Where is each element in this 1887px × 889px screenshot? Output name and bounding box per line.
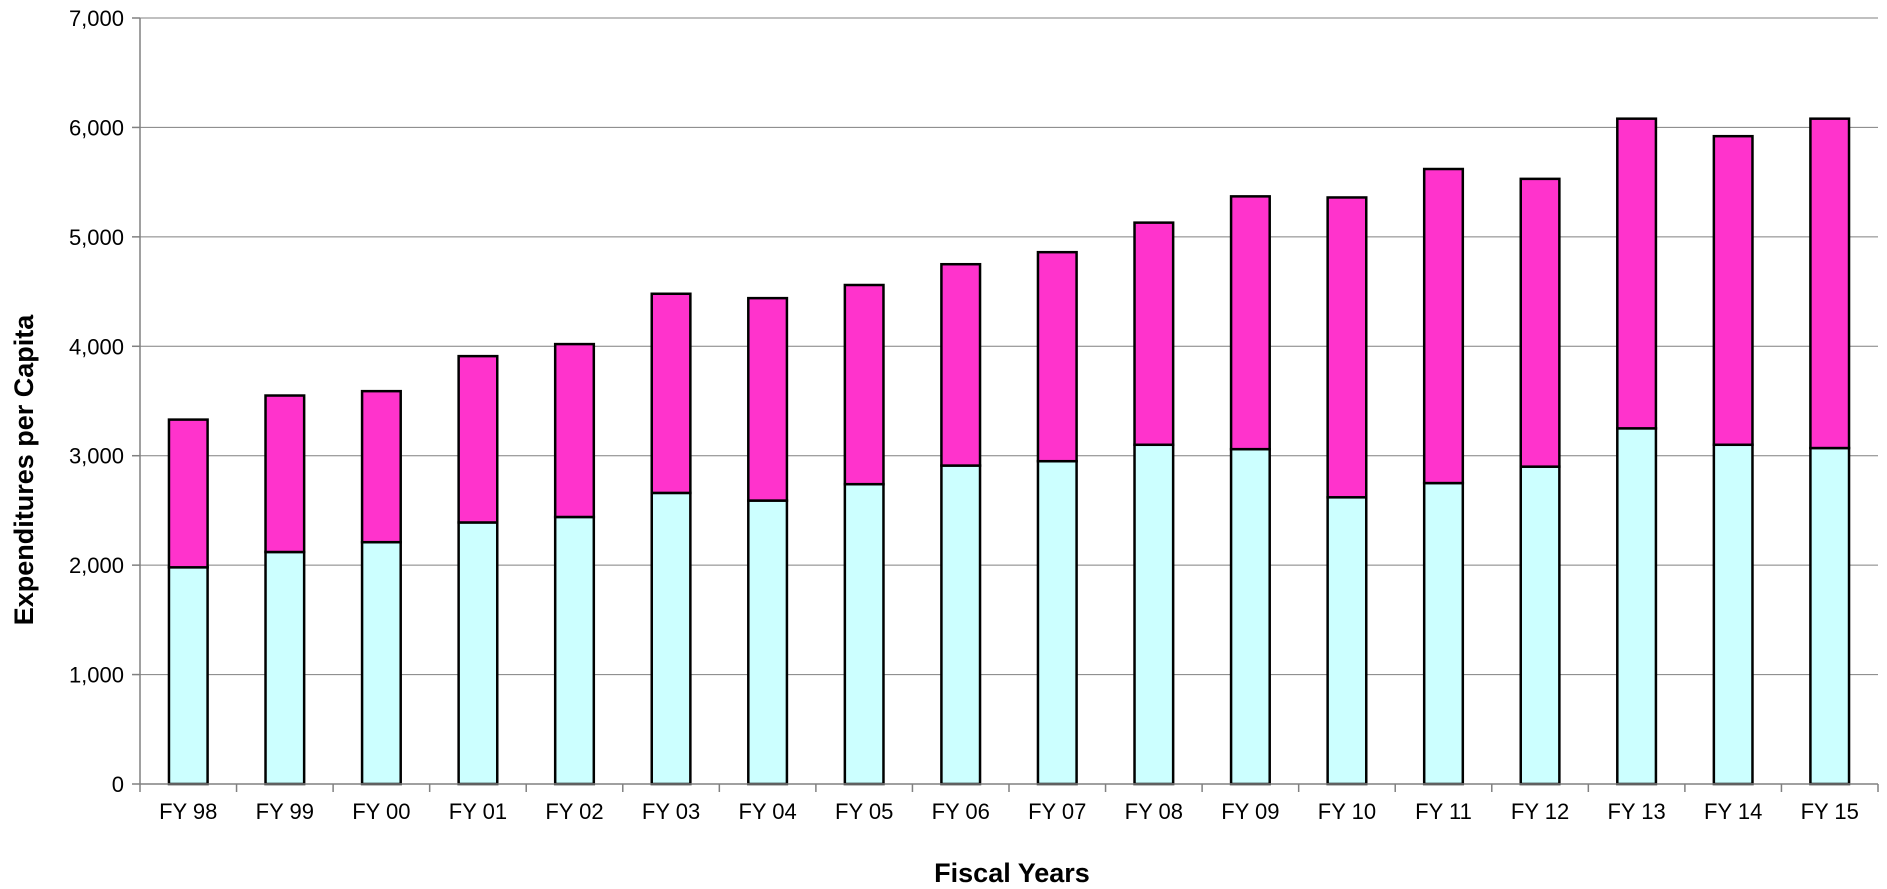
y-tick-label: 7,000 [69,6,124,31]
gridlines [132,17,1879,792]
x-tick-label: FY 02 [545,799,603,824]
x-tick-label: FY 98 [159,799,217,824]
bar-segment-1 [940,464,982,786]
bar-segment-1 [1519,465,1561,786]
x-tick-label: FY 03 [642,799,700,824]
bar-segment-1 [553,515,596,786]
bar-segment-1 [1133,443,1175,786]
x-tick-label: FY 08 [1125,799,1183,824]
bar-segment-2 [1036,250,1078,463]
y-tick-label: 4,000 [69,334,124,359]
bar-segment-1 [360,540,402,786]
bar-segment-2 [457,354,499,524]
x-tick-labels: FY 98 FY 99 FY 00 FY 01 FY 02 FY 03 FY 04 FY 05… [159,799,1859,824]
y-tick-label: 1,000 [69,663,124,688]
bar-segment-2 [167,418,209,569]
axes [139,18,1878,785]
x-tick-label: FY 99 [256,799,314,824]
y-tick-label: 3,000 [69,444,124,469]
x-tick-label: FY 05 [835,799,893,824]
bar-segment-1 [1712,443,1754,786]
bar-segment-1 [1809,446,1851,786]
bar-segment-1 [1616,427,1658,786]
bar-segment-1 [747,499,789,786]
bar-segment-2 [843,283,885,486]
bar-segment-2 [1616,117,1658,430]
x-tick-label: FY 07 [1028,799,1086,824]
y-tick-label: 2,000 [69,553,124,578]
bar-segment-2 [360,389,402,544]
bar-segment-2 [940,262,982,467]
y-tick-labels: 0 1,000 2,000 3,000 4,000 5,000 6,000 7,000 [69,6,124,797]
x-tick-label: FY 10 [1318,799,1376,824]
bar-segment-1 [1036,459,1078,786]
bar-segment-2 [553,342,596,519]
bar-segment-1 [1422,481,1465,786]
bar-segment-1 [843,482,885,786]
bars [167,117,1851,786]
y-tick-label: 6,000 [69,115,124,140]
bar-segment-1 [457,521,499,786]
y-tick-label: 0 [112,772,124,797]
bar-segment-2 [747,296,789,502]
bar-segment-2 [650,292,692,495]
x-axis-title: Fiscal Years [934,858,1090,888]
x-tick-label: FY 04 [738,799,796,824]
bar-segment-1 [264,550,306,786]
y-tick-label: 5,000 [69,225,124,250]
x-tick-label: FY 09 [1221,799,1279,824]
bar-segment-1 [1229,447,1271,786]
bar-segment-2 [264,394,306,554]
bar-segment-2 [1712,134,1754,447]
x-tick-label: FY 06 [932,799,990,824]
bar-segment-2 [1809,117,1851,450]
bar-segment-2 [1133,221,1175,447]
x-tick-label: FY 15 [1801,799,1859,824]
bar-segment-2 [1422,167,1465,485]
x-tick-label: FY 12 [1511,799,1569,824]
x-tick-label: FY 13 [1607,799,1665,824]
bar-segment-1 [650,491,692,786]
bar-segment-2 [1229,195,1271,451]
x-tick-label: FY 14 [1704,799,1762,824]
bar-segment-1 [167,566,209,786]
bar-segment-2 [1519,177,1561,468]
x-tick-label: FY 11 [1415,799,1472,824]
y-axis-title: Expenditures per Capita [9,314,39,626]
bar-segment-1 [1326,496,1368,786]
x-tick-label: FY 00 [352,799,410,824]
bar-segment-2 [1326,196,1368,499]
x-tick-label: FY 01 [449,799,507,824]
